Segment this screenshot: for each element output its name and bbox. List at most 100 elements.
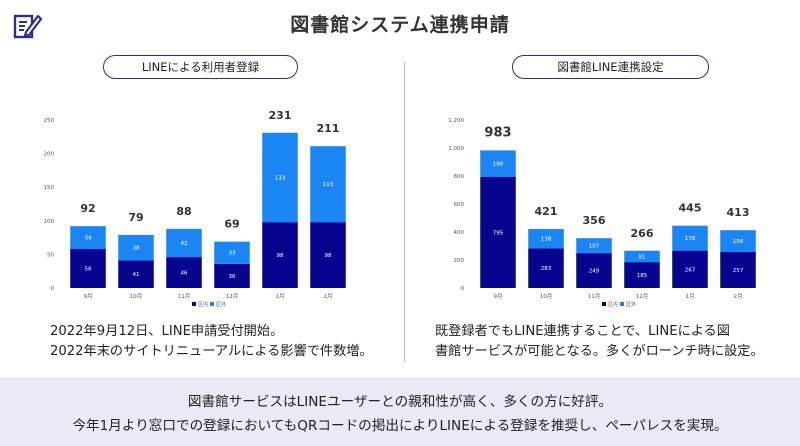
x-tick-label: 1月 — [276, 293, 285, 300]
total-label: 79 — [128, 211, 143, 224]
bar-segment-outside — [166, 228, 202, 258]
legend-label-inside: 区内 — [608, 301, 618, 308]
y-tick-label: 800 — [454, 174, 465, 180]
y-tick-label: 250 — [44, 118, 55, 124]
right-section-pill: 図書館LINE連携設定 — [512, 55, 709, 79]
legend-label-outside: 区外 — [626, 301, 636, 308]
legend-label-outside: 区外 — [216, 301, 226, 308]
data-label-inside: 46 — [181, 271, 188, 277]
bar-segment-inside — [576, 253, 612, 288]
y-tick-label: 1,000 — [448, 146, 464, 152]
bar-segment-inside — [528, 248, 564, 288]
data-label-inside: 795 — [493, 230, 504, 236]
x-tick-label: 1月 — [686, 293, 695, 300]
data-label-inside: 257 — [733, 268, 744, 274]
y-tick-label: 200 — [454, 258, 465, 264]
data-label-inside: 58 — [85, 267, 92, 273]
left-caption-line: 2022年9月12日、LINE申請受付開始。 — [50, 324, 284, 339]
data-label-inside: 98 — [277, 253, 284, 259]
data-label-outside: 38 — [133, 246, 140, 252]
bar-segment-inside — [118, 260, 154, 288]
y-tick-label: 100 — [44, 219, 55, 225]
x-tick-label: 11月 — [178, 293, 191, 300]
right-caption-line: 書館サービスが可能となる。多くがローンチ時に設定。 — [435, 344, 764, 359]
bar-segment-inside — [624, 262, 660, 288]
y-tick-label: 1,200 — [448, 118, 464, 124]
bar-segment-inside — [262, 222, 298, 288]
bar-segment-inside — [214, 263, 250, 288]
summary-line: 今年1月より窓口での登録においてもQRコードの掲出によりLINEによる登録を推奨… — [72, 418, 728, 434]
total-label: 445 — [679, 202, 702, 215]
summary-line: 図書館サービスはLINEユーザーとの親和性が高く、多くの方に好評。 — [187, 394, 613, 410]
left-caption-line: 2022年末のサイトリニューアルによる影響で件数増。 — [50, 344, 373, 359]
total-label: 356 — [583, 214, 606, 227]
bar-segment-outside — [310, 146, 346, 223]
right-caption-line: 既登録者でもLINE連携することで、LINEによる図 — [435, 324, 730, 339]
x-tick-label: 9月 — [84, 293, 93, 300]
panel-divider — [404, 62, 405, 362]
page-title: 図書館システム連携申請 — [290, 14, 510, 36]
bar-segment-inside — [720, 252, 756, 288]
total-label: 211 — [317, 122, 340, 135]
legend-swatch-outside — [210, 302, 214, 306]
total-label: 69 — [224, 218, 239, 231]
bar-segment-outside — [528, 229, 564, 249]
x-tick-label: 11月 — [588, 293, 601, 300]
legend-swatch-outside — [620, 302, 624, 306]
legend-label-inside: 区内 — [198, 301, 208, 308]
bar-segment-inside — [672, 250, 708, 288]
total-label: 88 — [176, 205, 191, 218]
left-caption: 2022年9月12日、LINE申請受付開始。 2022年末のサイトリニューアルに… — [50, 322, 373, 362]
x-tick-label: 12月 — [226, 293, 239, 300]
y-tick-label: 50 — [47, 252, 54, 258]
bar-segment-outside — [214, 241, 250, 264]
x-tick-label: 12月 — [636, 293, 649, 300]
data-label-inside: 41 — [133, 272, 140, 278]
data-label-outside: 34 — [85, 236, 92, 242]
data-label-inside: 98 — [325, 253, 332, 259]
total-label: 266 — [631, 227, 654, 240]
y-tick-label: 600 — [454, 202, 465, 208]
data-label-inside: 267 — [685, 267, 696, 273]
bar-segment-outside — [480, 150, 516, 177]
y-tick-label: 0 — [461, 286, 465, 292]
data-label-outside: 107 — [589, 244, 600, 250]
bar-segment-outside — [672, 225, 708, 251]
data-label-outside: 81 — [639, 254, 646, 260]
x-tick-label: 2月 — [324, 293, 333, 300]
data-label-outside: 42 — [181, 241, 188, 247]
bar-segment-outside — [262, 132, 298, 223]
data-label-outside: 188 — [493, 162, 504, 168]
data-label-outside: 138 — [541, 237, 552, 243]
data-label-outside: 133 — [275, 175, 286, 181]
bar-segment-outside — [118, 234, 154, 261]
y-tick-label: 200 — [44, 152, 55, 158]
summary-box: 図書館サービスはLINEユーザーとの親和性が高く、多くの方に好評。 今年1月より… — [0, 377, 800, 446]
data-label-outside: 33 — [229, 251, 236, 257]
data-label-outside: 156 — [733, 239, 744, 245]
legend-swatch-inside — [192, 302, 196, 306]
y-tick-label: 400 — [454, 230, 465, 236]
line-registration-chart: 0 50 100 150 200 250 58 34 92 9月 41 38 79 10月 46 42 88 11… — [44, 109, 346, 308]
bar-segment-outside — [576, 238, 612, 254]
right-caption: 既登録者でもLINE連携することで、LINEによる図 書館サービスが可能となる。… — [435, 322, 764, 362]
bar-segment-inside — [70, 249, 106, 288]
total-label: 983 — [484, 125, 511, 140]
legend-swatch-inside — [602, 302, 606, 306]
edit-document-icon — [13, 14, 43, 39]
data-label-inside: 283 — [541, 266, 552, 272]
bar-segment-outside — [624, 250, 660, 263]
data-label-inside: 249 — [589, 269, 600, 275]
y-tick-label: 150 — [44, 185, 55, 191]
bar-segment-outside — [70, 226, 106, 250]
data-label-outside: 113 — [323, 182, 334, 188]
line-link-setting-chart: 0 200 400 600 800 1,000 1,200 795 188 983 9月 283 138… — [448, 118, 756, 308]
x-tick-label: 10月 — [130, 293, 143, 300]
x-tick-label: 2月 — [734, 293, 743, 300]
data-label-outside: 178 — [685, 236, 696, 242]
bar-segment-inside — [310, 222, 346, 288]
bar-segment-outside — [720, 230, 756, 253]
total-label: 421 — [535, 205, 558, 218]
data-label-inside: 185 — [637, 273, 648, 279]
total-label: 413 — [727, 206, 750, 219]
